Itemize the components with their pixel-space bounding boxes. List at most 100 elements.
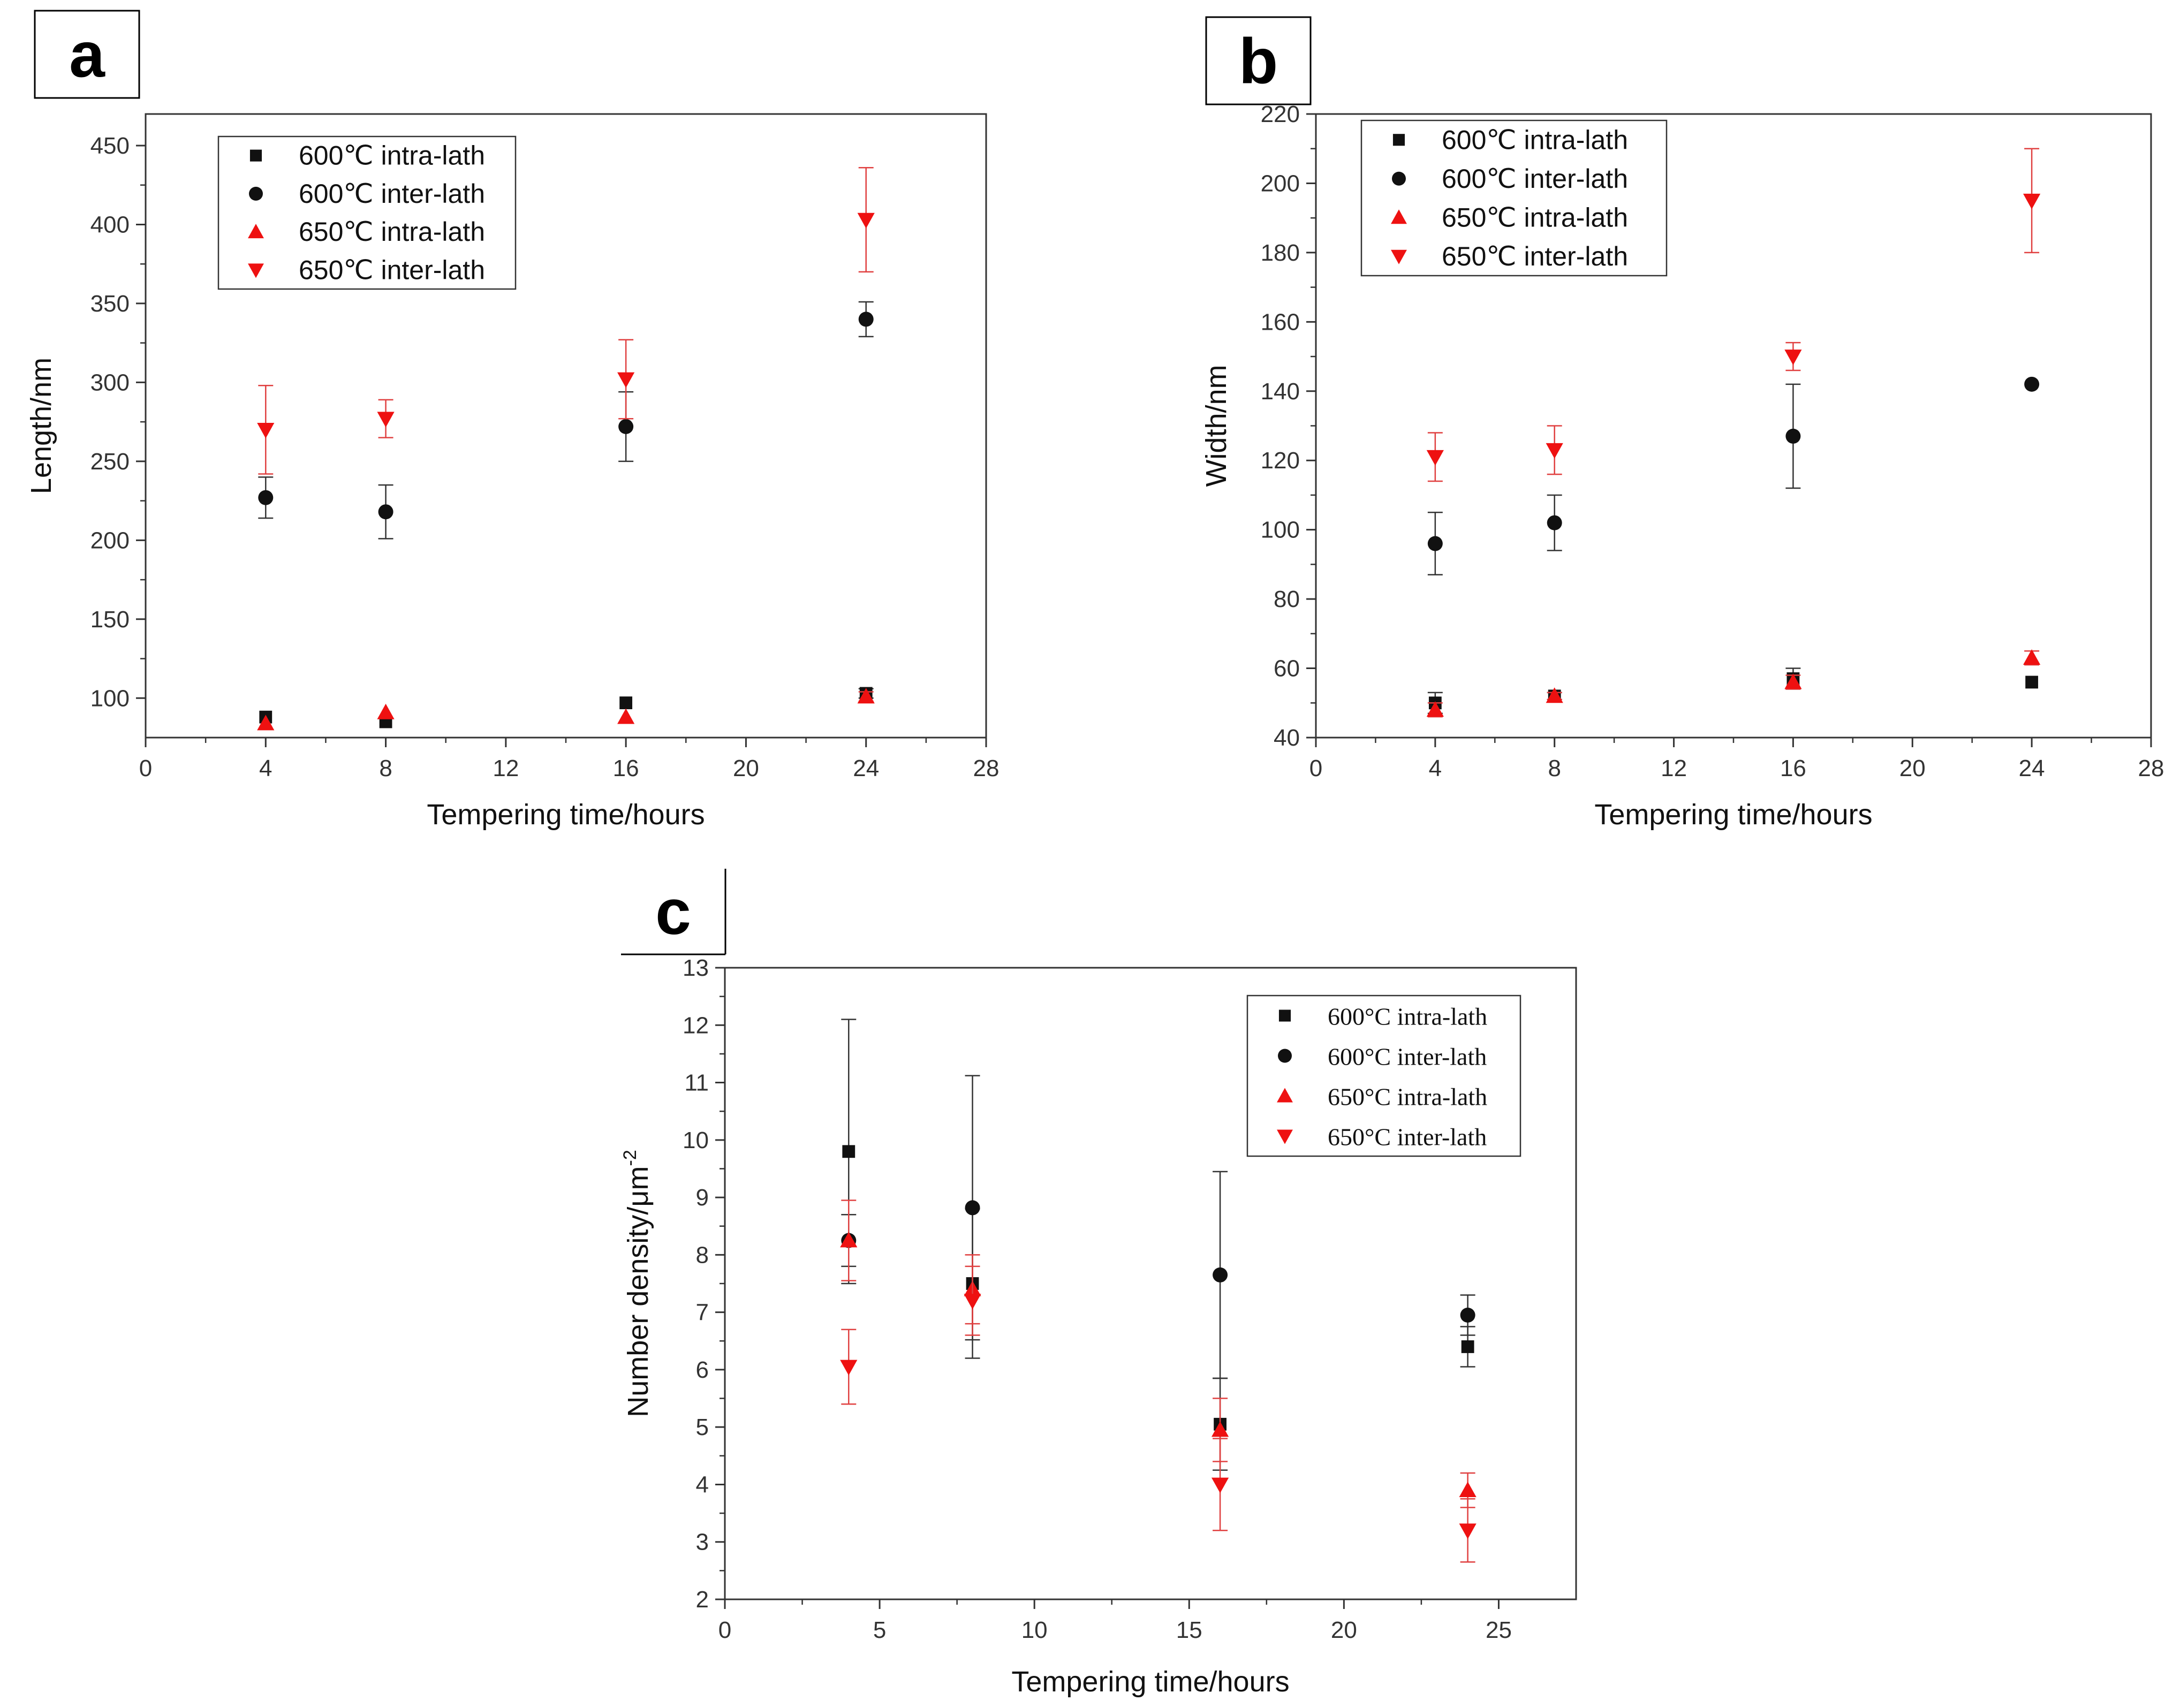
y-tick-label: 11 [684, 1070, 709, 1096]
y-axis-title: Length/nm [25, 358, 57, 494]
y-tick-label: 3 [696, 1529, 709, 1555]
x-tick-label: 4 [1429, 755, 1442, 781]
x-axis: 0 4 8 12 16 20 24 28 [1309, 738, 2164, 781]
series-triangle-down-red [1426, 148, 2041, 482]
panel-b-label-box: b [1205, 16, 1312, 105]
x-tick-label: 10 [1021, 1617, 1048, 1643]
y-tick-label: 12 [683, 1012, 709, 1038]
data-point-triangle-up [377, 703, 395, 719]
data-point-triangle-up [1784, 673, 1802, 689]
x-tick-label: 5 [873, 1617, 886, 1643]
y-tick-label: 300 [90, 369, 130, 396]
series-triangle-down-red [840, 1265, 1477, 1563]
y-tick-label: 7 [696, 1300, 709, 1326]
y-axis: 2 3 4 5 6 7 8 9 10 11 12 13 [683, 955, 725, 1613]
x-axis: 0 5 10 15 20 25 [718, 1599, 1512, 1643]
y-tick-label: 5 [696, 1414, 709, 1440]
x-axis-title: Tempering time/hours [1594, 799, 1872, 831]
y-tick-label: 9 [696, 1185, 709, 1211]
y-tick-label: 250 [90, 449, 130, 475]
legend: 600℃ intra-lath 600℃ inter-lath 650℃ intra… [217, 135, 517, 290]
series-triangle-up-red [840, 1200, 1477, 1508]
panel-b: b 0 4 8 12 16 20 24 28 40 60 80 100 120 140 160 180 200 22… [1200, 16, 2164, 831]
data-point-triangle-up [1211, 1421, 1229, 1437]
legend-label: 600°C intra-lath [1328, 1003, 1487, 1030]
y-axis-title-text: Width/nm [1200, 365, 1232, 487]
legend-label: 650°C inter-lath [1328, 1124, 1487, 1151]
data-point-triangle-down [257, 422, 275, 438]
legend-marker-triangle-down [1391, 249, 1407, 264]
y-axis-title-superscript: -2 [620, 1150, 640, 1166]
legend-label: 600℃ inter-lath [1442, 164, 1628, 194]
data-point-triangle-down [1546, 443, 1563, 459]
data-point-circle [965, 1200, 980, 1216]
x-axis-title: Tempering time/hours [427, 799, 705, 831]
data-point-circle [258, 490, 274, 505]
legend-marker-square [1392, 134, 1405, 146]
y-tick-label: 120 [1261, 447, 1300, 474]
panel-c-label-box: c [621, 869, 726, 955]
y-tick-label: 200 [90, 527, 130, 553]
data-point-square [2025, 675, 2039, 689]
x-tick-label: 16 [613, 755, 639, 781]
y-axis-title: Number density/μm-2 [620, 1150, 654, 1417]
data-point-circle [1460, 1308, 1475, 1323]
y-tick-label: 180 [1261, 240, 1300, 266]
legend-label: 650℃ intra-lath [299, 217, 485, 247]
series-circle-black [1427, 376, 2040, 576]
legend-label: 650℃ intra-lath [1442, 202, 1628, 232]
data-point-triangle-down [1784, 350, 1802, 366]
data-series [840, 1019, 1477, 1563]
y-axis: 40 60 80 100 120 140 160 180 200 220 [1261, 101, 1316, 751]
data-point-triangle-up [1426, 701, 1444, 717]
legend-marker-square [1278, 1009, 1291, 1022]
y-axis-title: Width/nm [1200, 365, 1232, 487]
panel-label-frame [1205, 16, 1312, 105]
data-point-triangle-down [2023, 193, 2041, 209]
legend-label: 600℃ inter-lath [299, 179, 485, 209]
data-point-square [619, 696, 633, 710]
x-tick-label: 4 [259, 755, 272, 781]
data-point-circle [618, 419, 634, 434]
data-point-circle [1547, 515, 1562, 530]
legend-label: 650°C intra-lath [1328, 1083, 1487, 1111]
panel-letter: c [655, 876, 691, 948]
data-point-triangle-up [1459, 1482, 1477, 1498]
series-square-black [1427, 667, 2039, 714]
legend-marker-circle [1392, 171, 1406, 186]
y-tick-label: 60 [1274, 656, 1300, 682]
series-triangle-down-red [257, 167, 875, 475]
data-point-triangle-down [1426, 450, 1444, 466]
legend-label: 600°C inter-lath [1328, 1043, 1487, 1071]
x-tick-label: 24 [2019, 755, 2045, 781]
legend-marker-triangle-down [248, 263, 264, 278]
legend-marker-circle [1278, 1049, 1292, 1063]
legend-marker-square [249, 149, 262, 162]
data-point-triangle-up [857, 688, 875, 704]
x-tick-label: 16 [1780, 755, 1806, 781]
series-triangle-up-red [1426, 649, 2041, 718]
data-point-circle [1785, 428, 1801, 444]
data-point-triangle-down [1459, 1523, 1477, 1539]
data-point-square [1461, 1340, 1474, 1353]
data-point-triangle-down [617, 372, 635, 388]
y-tick-label: 400 [90, 211, 130, 238]
legend: 600°C intra-lath 600°C inter-lath 650°C in… [1246, 995, 1521, 1157]
x-tick-label: 8 [379, 755, 392, 781]
data-series [257, 167, 875, 731]
data-point-circle [2024, 376, 2040, 392]
y-tick-label: 2 [696, 1586, 709, 1613]
y-tick-label: 200 [1261, 170, 1300, 196]
legend-frame [217, 135, 517, 290]
y-tick-label: 140 [1261, 378, 1300, 405]
data-point-square [842, 1145, 855, 1158]
data-point-triangle-up [617, 708, 635, 724]
legend-label: 600℃ intra-lath [1442, 125, 1628, 155]
legend: 600℃ intra-lath 600℃ inter-lath 650℃ intra… [1360, 119, 1668, 277]
panel-letter: a [69, 19, 105, 91]
x-tick-label: 12 [493, 755, 519, 781]
legend-marker-triangle-down [1277, 1129, 1293, 1144]
y-tick-label: 220 [1261, 101, 1300, 127]
x-tick-label: 0 [718, 1617, 731, 1643]
legend-label: 650℃ inter-lath [1442, 241, 1628, 271]
